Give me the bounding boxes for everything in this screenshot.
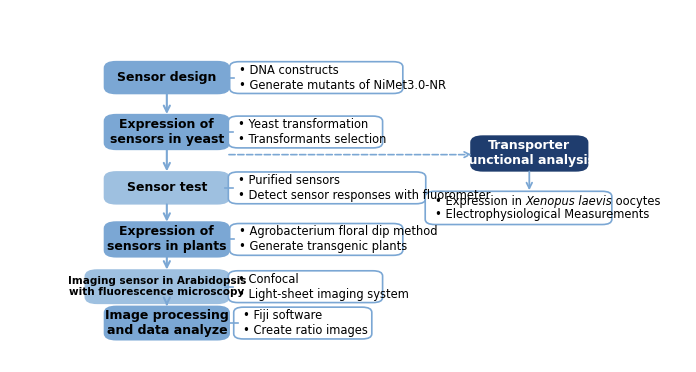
- Text: Transporter
functional analysis: Transporter functional analysis: [464, 140, 595, 167]
- FancyBboxPatch shape: [86, 270, 229, 303]
- Text: Imaging sensor in Arabidopsis
with fluorescence microscopy: Imaging sensor in Arabidopsis with fluor…: [68, 276, 246, 298]
- Text: • Fiji software
• Create ratio images: • Fiji software • Create ratio images: [244, 309, 368, 337]
- Text: Expression of
sensors in yeast: Expression of sensors in yeast: [110, 118, 224, 146]
- FancyBboxPatch shape: [104, 172, 229, 204]
- Text: • Purified sensors
• Detect sensor responses with fluorometer: • Purified sensors • Detect sensor respo…: [238, 174, 491, 202]
- FancyBboxPatch shape: [104, 307, 229, 340]
- Text: • Agrobacterium floral dip method
• Generate transgenic plants: • Agrobacterium floral dip method • Gene…: [239, 225, 438, 253]
- FancyBboxPatch shape: [230, 62, 403, 93]
- FancyBboxPatch shape: [425, 191, 612, 225]
- Text: oocytes: oocytes: [612, 195, 661, 208]
- FancyBboxPatch shape: [228, 116, 383, 148]
- Text: Expression of
sensors in plants: Expression of sensors in plants: [107, 225, 227, 253]
- FancyBboxPatch shape: [230, 224, 403, 255]
- Text: • Electrophysiological Measurements: • Electrophysiological Measurements: [435, 208, 649, 221]
- Text: • DNA constructs
• Generate mutants of NiMet3.0-NR: • DNA constructs • Generate mutants of N…: [239, 64, 447, 92]
- FancyBboxPatch shape: [234, 307, 372, 339]
- Text: • Yeast transformation
• Transformants selection: • Yeast transformation • Transformants s…: [238, 118, 386, 146]
- Text: Xenopus laevis: Xenopus laevis: [525, 195, 612, 208]
- FancyBboxPatch shape: [228, 271, 383, 302]
- Text: • Confocal
• Light-sheet imaging system: • Confocal • Light-sheet imaging system: [238, 273, 409, 301]
- FancyBboxPatch shape: [104, 115, 229, 149]
- Text: Sensor design: Sensor design: [117, 71, 216, 84]
- Text: Image processing
and data analyze: Image processing and data analyze: [105, 309, 229, 337]
- FancyBboxPatch shape: [104, 222, 229, 257]
- Text: Sensor test: Sensor test: [127, 182, 207, 194]
- Text: • Expression in: • Expression in: [435, 195, 525, 208]
- FancyBboxPatch shape: [228, 172, 426, 204]
- FancyBboxPatch shape: [104, 62, 229, 93]
- FancyBboxPatch shape: [471, 136, 587, 171]
